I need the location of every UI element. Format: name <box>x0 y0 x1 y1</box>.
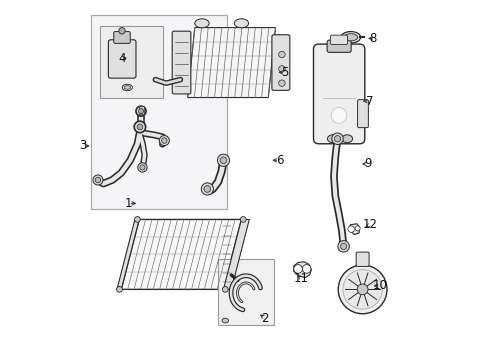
FancyBboxPatch shape <box>356 252 369 266</box>
Text: 6: 6 <box>276 154 283 167</box>
Ellipse shape <box>344 34 358 41</box>
FancyBboxPatch shape <box>114 32 130 43</box>
FancyBboxPatch shape <box>327 40 351 52</box>
Circle shape <box>294 265 302 273</box>
Text: 9: 9 <box>364 157 371 170</box>
Bar <box>100 26 163 98</box>
Ellipse shape <box>195 19 209 28</box>
Ellipse shape <box>234 19 248 28</box>
Circle shape <box>201 183 214 195</box>
Circle shape <box>117 287 122 292</box>
Bar <box>218 259 274 325</box>
FancyBboxPatch shape <box>172 31 191 94</box>
FancyBboxPatch shape <box>358 100 368 128</box>
Polygon shape <box>350 224 360 234</box>
Circle shape <box>279 80 285 86</box>
Polygon shape <box>117 220 139 289</box>
Circle shape <box>140 165 145 170</box>
Text: 11: 11 <box>294 272 309 285</box>
Circle shape <box>302 265 311 273</box>
Circle shape <box>279 51 285 58</box>
Ellipse shape <box>124 86 131 89</box>
Circle shape <box>332 133 343 144</box>
Circle shape <box>137 124 143 130</box>
Ellipse shape <box>341 32 361 43</box>
Text: 4: 4 <box>119 51 126 64</box>
Polygon shape <box>188 28 275 98</box>
Circle shape <box>357 284 368 295</box>
Text: 2: 2 <box>261 311 269 325</box>
FancyBboxPatch shape <box>314 44 365 144</box>
Circle shape <box>222 287 228 292</box>
Polygon shape <box>294 262 311 278</box>
Ellipse shape <box>222 318 228 323</box>
Circle shape <box>240 217 246 222</box>
Circle shape <box>119 28 125 34</box>
Circle shape <box>138 163 147 172</box>
Ellipse shape <box>342 135 353 143</box>
Circle shape <box>136 106 146 116</box>
Circle shape <box>159 135 170 145</box>
Text: 1: 1 <box>124 197 132 210</box>
Polygon shape <box>223 220 249 289</box>
FancyBboxPatch shape <box>108 40 136 78</box>
Bar <box>91 15 227 209</box>
Circle shape <box>162 138 167 143</box>
Circle shape <box>134 121 146 133</box>
Circle shape <box>218 154 230 166</box>
Circle shape <box>204 186 211 192</box>
FancyBboxPatch shape <box>330 35 347 44</box>
Circle shape <box>220 157 227 164</box>
Circle shape <box>343 270 382 309</box>
Bar <box>139 106 144 114</box>
Circle shape <box>355 226 360 231</box>
Circle shape <box>139 109 144 114</box>
FancyBboxPatch shape <box>272 35 290 90</box>
Circle shape <box>348 226 354 232</box>
Circle shape <box>331 108 347 123</box>
Text: 12: 12 <box>362 218 377 231</box>
Circle shape <box>334 136 341 142</box>
Text: 8: 8 <box>369 32 377 45</box>
Circle shape <box>135 217 140 222</box>
Ellipse shape <box>122 84 132 91</box>
Circle shape <box>338 265 387 314</box>
Text: 7: 7 <box>366 95 373 108</box>
Circle shape <box>341 243 347 249</box>
Text: 10: 10 <box>373 279 388 292</box>
Circle shape <box>95 177 101 183</box>
Circle shape <box>279 66 285 72</box>
Polygon shape <box>122 220 242 289</box>
Text: 5: 5 <box>281 66 289 79</box>
Circle shape <box>338 240 349 252</box>
Circle shape <box>93 175 103 185</box>
Ellipse shape <box>327 135 338 143</box>
Text: 3: 3 <box>79 139 87 152</box>
